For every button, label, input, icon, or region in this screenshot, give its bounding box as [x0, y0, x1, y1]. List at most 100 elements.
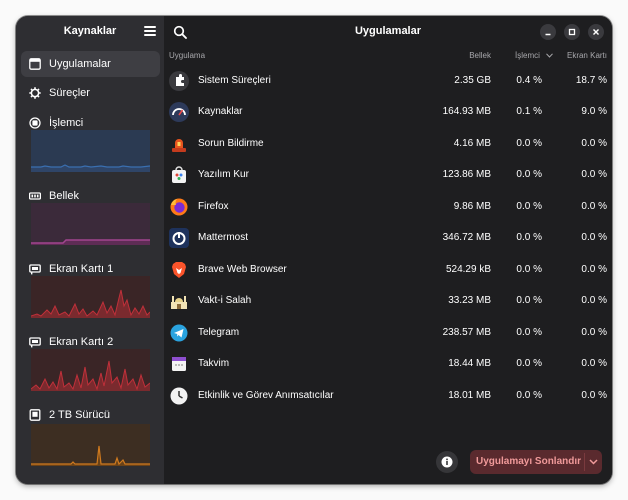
sidebar-item-gpu-2[interactable]: Ekran Kartı 2: [21, 329, 160, 355]
processes-icon: [29, 87, 41, 99]
sort-descending-icon: [546, 53, 553, 59]
table-row[interactable]: Sorun Bildirme 4.16 MB 0.0 % 0.0 %: [164, 129, 612, 160]
memory-value: 524.29 kB: [445, 264, 491, 275]
memory-value: 18.44 MB: [448, 358, 491, 369]
gpu-value: 0.0 %: [581, 232, 607, 243]
sidebar-item-label: Ekran Kartı 1: [49, 263, 114, 275]
sidebar-item-gpu-1[interactable]: Ekran Kartı 1: [21, 256, 160, 282]
app-name: Sorun Bildirme: [198, 138, 264, 149]
gpu-value: 0.0 %: [581, 358, 607, 369]
cpu-value: 0.0 %: [516, 201, 542, 212]
sidebar-item-label: Bellek: [49, 190, 79, 202]
gpu-value: 18.7 %: [575, 75, 607, 86]
cpu-value: 0.0 %: [516, 138, 542, 149]
gpu-icon: [29, 264, 41, 275]
software-install-icon: [169, 165, 189, 185]
system-processes-icon: [169, 71, 189, 91]
app-name: Yazılım Kur: [198, 169, 249, 180]
main-header: Uygulamalar: [164, 16, 612, 48]
sidebar-item-cpu[interactable]: İşlemci: [21, 110, 160, 136]
sidebar-item-drive[interactable]: 2 TB Sürücü: [21, 402, 160, 428]
gpu-value: 0.0 %: [581, 295, 607, 306]
end-application-label: Uygulamayı Sonlandır: [476, 456, 582, 467]
close-button[interactable]: [588, 24, 604, 40]
info-icon: [441, 456, 453, 468]
main-panel: Uygulamalar Uygulama Bellek İ: [164, 16, 612, 484]
table-row[interactable]: Takvim 18.44 MB 0.0 % 0.0 %: [164, 349, 612, 380]
app-name: Vakt-i Salah: [198, 295, 252, 306]
gpu-value: 0.0 %: [581, 201, 607, 212]
table-row[interactable]: Etkinlik ve Görev Anımsatıcılar 18.01 MB…: [164, 381, 612, 412]
sidebar-item-processes[interactable]: Süreçler: [21, 80, 160, 106]
cpu-value: 0.0 %: [516, 264, 542, 275]
memory-value: 33.23 MB: [448, 295, 491, 306]
app-name: Etkinlik ve Görev Anımsatıcılar: [198, 390, 334, 401]
app-window: Kaynaklar Uygulamalar Süre: [16, 16, 612, 484]
memory-value: 238.57 MB: [442, 327, 491, 338]
column-header-memory[interactable]: Bellek: [469, 51, 491, 60]
drive-icon: [29, 409, 41, 421]
sidebar-item-memory[interactable]: Bellek: [21, 183, 160, 209]
sidebar: Kaynaklar Uygulamalar Süre: [16, 16, 164, 484]
gpu-value: 0.0 %: [581, 138, 607, 149]
search-icon[interactable]: [172, 24, 188, 40]
table-row[interactable]: Telegram 238.57 MB 0.0 % 0.0 %: [164, 318, 612, 349]
app-name: Telegram: [198, 327, 240, 338]
hamburger-menu-icon[interactable]: [144, 26, 156, 36]
calendar-icon: [169, 354, 189, 374]
memory-icon: [29, 192, 41, 200]
table-row[interactable]: Kaynaklar 164.93 MB 0.1 % 9.0 %: [164, 97, 612, 128]
gpu-icon: [29, 337, 41, 348]
cpu-value: 0.0 %: [516, 327, 542, 338]
cpu-value: 0.1 %: [516, 106, 542, 117]
column-header-name[interactable]: Uygulama: [169, 51, 206, 60]
sidebar-item-label: Uygulamalar: [49, 58, 111, 70]
gpu-value: 0.0 %: [581, 264, 607, 275]
chevron-down-icon[interactable]: [589, 458, 598, 466]
table-row[interactable]: Vakt-i Salah 33.23 MB 0.0 % 0.0 %: [164, 286, 612, 317]
table-row[interactable]: Sistem Süreçleri 2.35 GB 0.4 % 18.7 %: [164, 66, 612, 97]
reminders-clock-icon: [169, 386, 189, 406]
vakt-i-salah-icon: [169, 291, 189, 311]
info-button[interactable]: [436, 451, 458, 473]
maximize-icon: [568, 28, 576, 36]
memory-value: 9.86 MB: [453, 201, 491, 212]
sidebar-title: Kaynaklar: [63, 25, 117, 37]
minimize-button[interactable]: [540, 24, 556, 40]
cpu-value: 0.0 %: [516, 169, 542, 180]
memory-value: 2.35 GB: [454, 75, 491, 86]
cpu-icon: [29, 117, 41, 129]
sidebar-item-label: İşlemci: [49, 117, 84, 129]
memory-value: 123.86 MB: [442, 169, 491, 180]
table-row[interactable]: Brave Web Browser 524.29 kB 0.0 % 0.0 %: [164, 255, 612, 286]
page-title: Uygulamalar: [354, 25, 422, 37]
app-name: Takvim: [198, 358, 230, 369]
column-header-cpu[interactable]: İşlemci: [515, 51, 553, 60]
telegram-icon: [169, 323, 189, 343]
column-header-gpu[interactable]: Ekran Kartı: [566, 51, 607, 60]
gpu-value: 0.0 %: [581, 169, 607, 180]
brave-icon: [169, 260, 189, 280]
sidebar-item-apps[interactable]: Uygulamalar: [21, 51, 160, 77]
app-name: Sistem Süreçleri: [198, 75, 271, 86]
app-name: Kaynaklar: [198, 106, 243, 117]
column-header-cpu-label: İşlemci: [515, 51, 540, 60]
memory-value: 18.01 MB: [448, 390, 491, 401]
gpu-2-usage-graph: [31, 349, 150, 391]
cpu-value: 0.0 %: [516, 295, 542, 306]
apps-icon: [29, 58, 41, 70]
gpu-value: 0.0 %: [581, 390, 607, 401]
table-row[interactable]: Mattermost 346.72 MB 0.0 % 0.0 %: [164, 223, 612, 254]
firefox-icon: [169, 197, 189, 217]
gpu-value: 0.0 %: [581, 327, 607, 338]
sidebar-item-label: Ekran Kartı 2: [49, 336, 114, 348]
problem-reporting-icon: [169, 134, 189, 154]
cpu-value: 0.0 %: [516, 390, 542, 401]
cpu-value: 0.0 %: [516, 232, 542, 243]
end-application-button[interactable]: Uygulamayı Sonlandır: [470, 450, 602, 474]
mattermost-icon: [169, 228, 189, 248]
table-row[interactable]: Firefox 9.86 MB 0.0 % 0.0 %: [164, 192, 612, 223]
memory-usage-graph: [31, 203, 150, 245]
table-row[interactable]: Yazılım Kur 123.86 MB 0.0 % 0.0 %: [164, 160, 612, 191]
maximize-button[interactable]: [564, 24, 580, 40]
